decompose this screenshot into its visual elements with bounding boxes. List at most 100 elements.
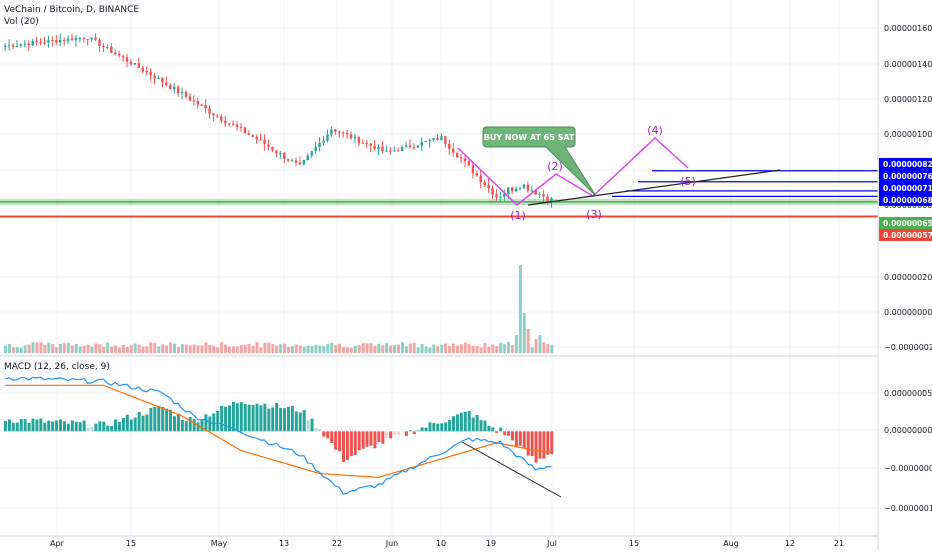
volume-bar — [530, 347, 534, 353]
macd-histogram-bar — [27, 422, 31, 432]
macd-histogram-bar — [145, 414, 149, 432]
candle-body — [491, 188, 494, 195]
macd-histogram-bar — [110, 426, 114, 432]
price-badge-text: 0.00000057 — [883, 231, 932, 240]
volume-bar — [169, 342, 173, 353]
volume-tick-label: −0.00000020 — [884, 343, 932, 352]
macd-line — [5, 376, 552, 495]
time-axis[interactable]: Apr 15 May 13 22 Jun 10 19 Jul 15 Aug 12 21 — [50, 539, 844, 548]
volume-label[interactable]: Vol (20) — [4, 17, 39, 27]
volume-bar — [432, 344, 436, 353]
macd-histogram-bar — [125, 414, 129, 432]
volume-bar — [314, 344, 318, 353]
macd-label[interactable]: MACD (12, 26, close, 9) — [4, 362, 110, 372]
volume-bar — [503, 344, 507, 353]
candle-body — [106, 46, 109, 48]
volume-bar — [90, 346, 94, 353]
symbol-title[interactable]: VeChain / Bitcoin, D, BINANCE — [4, 5, 139, 15]
candle-body — [121, 55, 125, 58]
macd-histogram-bar — [157, 405, 161, 432]
candle-body — [196, 101, 199, 105]
candle-body — [286, 158, 290, 161]
time-tick-label: 10 — [436, 539, 446, 548]
volume-bar — [385, 343, 389, 353]
volume-bar — [172, 343, 176, 353]
volume-bar — [98, 344, 102, 353]
macd-histogram-bar — [341, 431, 345, 462]
volume-bar — [114, 345, 118, 353]
candle-body — [330, 129, 333, 135]
macd-histogram-bar — [82, 420, 86, 432]
macd-histogram-bar — [322, 431, 326, 437]
macd-histogram-bar — [373, 431, 377, 449]
macd-histogram-bar — [74, 421, 78, 432]
macd-histogram-bar — [204, 414, 208, 432]
candle-body — [353, 136, 357, 139]
wave-label-4: (4) — [647, 124, 663, 137]
candle-body — [475, 173, 478, 176]
volume-bar — [39, 342, 43, 353]
candle-body — [169, 85, 172, 89]
volume-bar — [491, 344, 495, 353]
macd-histogram-bar — [192, 419, 196, 432]
volume-bar — [59, 343, 63, 353]
macd-histogram-bar — [228, 405, 232, 432]
volume-bar — [471, 345, 475, 353]
candle-body — [188, 96, 192, 101]
volume-bar — [102, 346, 106, 353]
candle-body — [318, 142, 321, 148]
volume-bar — [243, 344, 247, 353]
price-badge-bg — [879, 158, 932, 170]
volume-bar — [361, 343, 365, 353]
volume-bar — [452, 343, 456, 353]
candle-body — [459, 157, 463, 159]
candle-body — [377, 146, 380, 150]
candle-body — [192, 100, 196, 102]
volume-bar — [259, 347, 263, 353]
candle-body — [298, 162, 302, 165]
macd-histogram-bar — [546, 431, 550, 455]
candle-body — [247, 133, 251, 135]
macd-histogram-bar — [495, 431, 499, 433]
macd-histogram-bar — [455, 414, 459, 432]
volume-bar — [306, 345, 310, 353]
candle-body — [424, 141, 427, 143]
candle-body — [39, 42, 42, 44]
candle-body — [420, 142, 423, 146]
candle-body — [212, 113, 215, 116]
buy-callout[interactable]: BUY NOW AT 65 SAT — [482, 126, 597, 197]
macd-histogram-bar — [19, 419, 23, 432]
volume-tick-label: 0.00000000 — [884, 308, 932, 317]
volume-bar — [514, 335, 518, 353]
macd-histogram-bar — [514, 431, 518, 448]
volume-bar — [275, 345, 279, 353]
candle-body — [373, 145, 376, 150]
candle-body — [255, 136, 258, 140]
macd-histogram-bar — [404, 431, 408, 436]
volume-bar — [283, 343, 287, 353]
candle-body — [137, 62, 141, 68]
candle-body — [518, 188, 522, 190]
volume-bar — [534, 339, 538, 353]
candle-body — [19, 44, 23, 46]
macd-histogram-bar — [357, 431, 361, 451]
candle-body — [322, 140, 325, 143]
macd-histogram-bar — [530, 431, 534, 457]
candle-body — [510, 187, 514, 192]
candle-body — [35, 41, 38, 43]
macd-histogram-bar — [499, 427, 503, 432]
macd-histogram-bar — [306, 420, 310, 432]
volume-bar — [180, 344, 184, 353]
volume-bar — [267, 342, 271, 353]
volume-bar — [192, 344, 196, 353]
time-tick-label: 15 — [629, 539, 639, 548]
candle-body — [110, 46, 113, 53]
candle-body — [133, 62, 137, 65]
volume-bar — [318, 345, 322, 353]
volume-bar — [338, 343, 342, 353]
macd-histogram-bar — [98, 421, 102, 432]
candle-body — [357, 136, 361, 143]
volume-bar — [510, 345, 514, 353]
